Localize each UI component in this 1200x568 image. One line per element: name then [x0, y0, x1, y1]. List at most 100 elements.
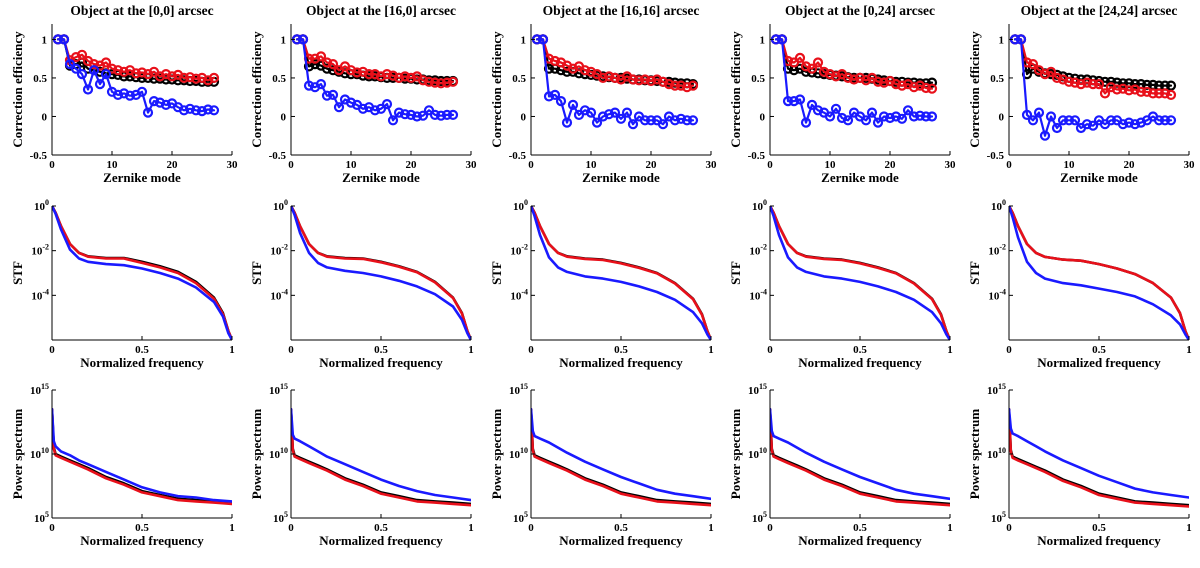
- x-tick-label: 0.5: [614, 522, 628, 534]
- marker-blue-18: [872, 117, 884, 128]
- y-tick-label: 105: [513, 510, 528, 525]
- marker-blue-7: [806, 99, 818, 111]
- y-tick-label: 1010: [748, 446, 767, 461]
- x-tick-label: 30: [227, 159, 239, 171]
- marker-blue-24: [429, 109, 441, 121]
- x-tick-label: 10: [1064, 159, 1076, 171]
- y-tick-label: 10-4: [749, 287, 767, 302]
- marker-red-12: [357, 66, 369, 77]
- y-tick-label: 105: [273, 510, 288, 525]
- marker-red-4: [549, 55, 561, 67]
- tick-base: 10: [34, 201, 46, 213]
- tick-exponent: 5: [45, 510, 49, 519]
- marker-blue-12: [357, 103, 369, 114]
- tick-base: 10: [509, 449, 521, 461]
- marker-red-22: [417, 75, 429, 86]
- tick-base: 10: [987, 385, 999, 397]
- marker-blue-13: [1081, 119, 1093, 130]
- y-axis-label: STF: [489, 261, 504, 285]
- y-axis-label: Correction efficiency: [10, 31, 25, 148]
- x-tick-label: 0: [528, 159, 534, 171]
- tick-base: 10: [270, 246, 282, 258]
- marker-red-6: [800, 61, 812, 72]
- x-tick-label: 1: [947, 522, 953, 534]
- marker-blue-10: [1063, 115, 1075, 126]
- marker-red-20: [1123, 85, 1135, 96]
- y-tick-label: 0: [521, 111, 527, 123]
- y-tick-label: 100: [752, 198, 767, 213]
- y-tick-label: 1015: [987, 382, 1006, 397]
- y-tick-label: 105: [34, 510, 49, 525]
- series-group: [52, 407, 232, 506]
- series-line-red: [770, 407, 950, 507]
- y-tick-label: 1: [521, 34, 527, 46]
- marker-red-24: [908, 82, 920, 93]
- marker-red-27: [926, 83, 938, 94]
- x-tick-label: 0: [528, 522, 534, 534]
- marker-red-14: [130, 68, 142, 79]
- y-tick-label: 0.5: [272, 73, 286, 85]
- series-line-red: [291, 206, 471, 340]
- x-axis-label: Normalized frequency: [559, 533, 683, 548]
- marker-red-19: [399, 71, 411, 82]
- x-tick-label: 10: [825, 159, 837, 171]
- x-tick-label: 0.5: [853, 522, 867, 534]
- tick-base: 10: [749, 246, 761, 258]
- x-tick-label: 0.5: [135, 522, 149, 534]
- marker-red-5: [315, 51, 327, 62]
- y-tick-label: 105: [752, 510, 767, 525]
- x-tick-label: 1: [708, 344, 714, 356]
- marker-red-13: [603, 71, 615, 82]
- marker-blue-20: [645, 115, 657, 126]
- series-line-red: [52, 407, 232, 506]
- tick-exponent: 5: [284, 510, 288, 519]
- x-axis-label: Normalized frequency: [80, 355, 204, 370]
- marker-red-25: [675, 80, 687, 91]
- tick-base: 10: [510, 246, 522, 258]
- marker-blue-12: [836, 112, 848, 124]
- marker-blue-15: [615, 113, 627, 124]
- marker-blue-4: [549, 89, 561, 101]
- marker-red-26: [441, 77, 453, 88]
- tick-exponent: 0: [284, 198, 288, 207]
- y-axis-label: Correction efficiency: [489, 31, 504, 148]
- marker-red-19: [639, 74, 651, 85]
- y-tick-label: -0.5: [509, 150, 527, 162]
- y-tick-label: 0.5: [33, 73, 47, 85]
- marker-blue-17: [148, 95, 160, 107]
- y-tick-label: 0: [760, 111, 766, 123]
- marker-blue-2: [297, 34, 309, 45]
- tick-exponent: 15: [41, 382, 49, 391]
- marker-red-11: [830, 71, 842, 82]
- marker-blue-3: [543, 91, 555, 102]
- marker-red-17: [1105, 82, 1117, 93]
- marker-blue-9: [579, 105, 591, 116]
- marker-red-10: [585, 66, 597, 77]
- marker-blue-22: [178, 105, 190, 116]
- marker-red-5: [76, 49, 88, 60]
- series-line-black: [1013, 38, 1173, 87]
- marker-blue-23: [184, 103, 196, 114]
- x-tick-label: 20: [406, 159, 418, 171]
- marker-blue-14: [369, 105, 381, 116]
- marker-blue-6: [1039, 130, 1051, 141]
- marker-blue-9: [1057, 115, 1069, 126]
- marker-blue-2: [537, 34, 549, 45]
- y-tick-label: 1015: [509, 382, 528, 397]
- series-line-blue: [1009, 206, 1189, 340]
- tick-base: 10: [31, 290, 43, 302]
- marker-red-16: [142, 68, 154, 80]
- marker-blue-5: [76, 68, 88, 80]
- marker-red-23: [663, 78, 675, 90]
- marker-blue-12: [597, 111, 609, 122]
- marker-blue-18: [393, 107, 405, 118]
- marker-blue-19: [1117, 119, 1129, 130]
- marker-blue-20: [1123, 117, 1135, 128]
- tick-exponent: 5: [524, 510, 528, 519]
- marker-blue-16: [381, 98, 393, 110]
- marker-red-10: [345, 65, 357, 76]
- tick-exponent: 10: [759, 446, 767, 455]
- y-tick-label: 10-2: [31, 243, 49, 258]
- tick-exponent: -4: [999, 287, 1006, 296]
- marker-red-22: [657, 76, 669, 87]
